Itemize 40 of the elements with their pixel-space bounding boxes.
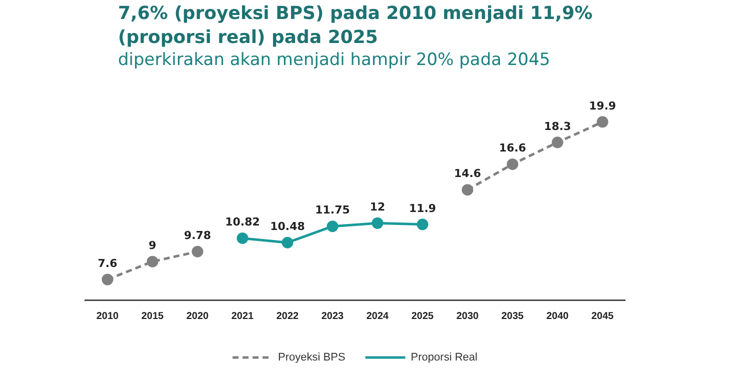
- data-label: 19.9: [588, 99, 616, 112]
- x-tick-label: 2020: [186, 310, 210, 322]
- data-label: 18.3: [544, 120, 572, 133]
- point: [192, 246, 204, 258]
- x-tick-label: 2030: [456, 310, 480, 322]
- x-tick-label: 2023: [321, 310, 344, 322]
- point: [596, 116, 608, 128]
- x-tick-label: 2045: [591, 310, 614, 322]
- x-tick-label: 2010: [96, 310, 120, 322]
- data-label: 10.48: [270, 220, 305, 233]
- data-label: 10.82: [225, 216, 260, 229]
- point: [506, 158, 518, 170]
- data-label: 11.9: [408, 202, 436, 215]
- point: [326, 220, 338, 232]
- x-tick-label: 2021: [231, 310, 254, 322]
- data-label: 14.6: [454, 167, 482, 180]
- chart-subtitle: diperkirakan akan menjadi hampir 20% pada 2045: [118, 50, 550, 70]
- data-label: 12: [370, 200, 386, 214]
- point: [146, 256, 158, 268]
- x-tick-label: 2040: [546, 310, 570, 322]
- point: [102, 274, 114, 286]
- data-label: 9: [148, 238, 156, 252]
- x-tick-label: 2015: [141, 310, 164, 322]
- x-tick-label: 2022: [276, 310, 300, 322]
- data-label: 16.6: [498, 142, 526, 155]
- chart-title: 7,6% (proyeksi BPS) pada 2010 menjadi 11,9% (proporsi real) pada 2025: [118, 2, 594, 50]
- point: [416, 218, 428, 230]
- point: [372, 217, 384, 229]
- point: [236, 232, 248, 244]
- x-tick-label: 2025: [411, 310, 434, 322]
- point: [552, 136, 564, 148]
- point: [282, 236, 294, 248]
- legend-label: Proyeksi BPS: [278, 352, 346, 364]
- point: [462, 184, 474, 196]
- legend-label: Proporsi Real: [410, 352, 478, 364]
- data-label: 11.75: [315, 204, 350, 217]
- x-tick-label: 2035: [501, 310, 524, 322]
- x-tick-label: 2024: [366, 310, 390, 322]
- data-label: 9.78: [184, 228, 212, 242]
- data-label: 7.6: [98, 256, 118, 270]
